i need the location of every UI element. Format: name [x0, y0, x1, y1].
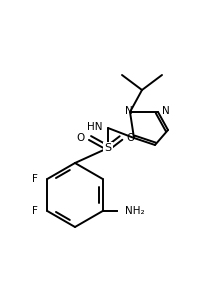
Text: N: N [162, 106, 170, 116]
Text: HN: HN [87, 122, 102, 132]
Text: NH₂: NH₂ [125, 206, 144, 216]
Text: O: O [126, 133, 134, 143]
Text: O: O [77, 133, 85, 143]
Text: S: S [104, 143, 112, 153]
Text: N: N [125, 106, 133, 116]
Text: F: F [32, 206, 38, 216]
Text: F: F [32, 174, 38, 184]
